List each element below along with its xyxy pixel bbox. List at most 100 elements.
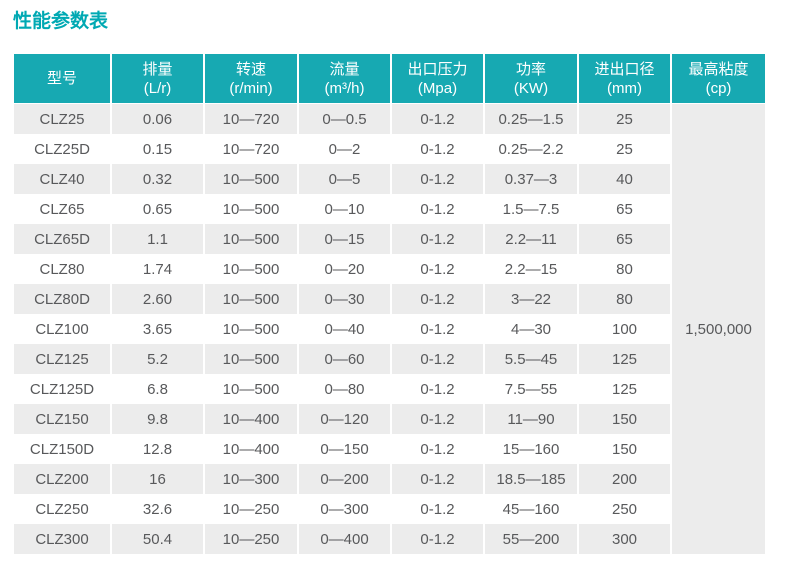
cell-model: CLZ100	[14, 314, 110, 344]
table-row: CLZ150D 12.8 10—400 0—150 0-1.2 15—160 1…	[14, 434, 670, 464]
cell-diameter: 25	[577, 134, 670, 164]
cell-displacement: 1.1	[110, 224, 203, 254]
cell-displacement: 16	[110, 464, 203, 494]
table-row: CLZ65 0.65 10—500 0—10 0-1.2 1.5—7.5 65	[14, 194, 670, 224]
cell-flow: 0—60	[297, 344, 390, 374]
cell-speed: 10—250	[203, 524, 297, 554]
cell-diameter: 150	[577, 434, 670, 464]
cell-pressure: 0-1.2	[390, 314, 483, 344]
cell-diameter: 25	[577, 104, 670, 134]
cell-pressure: 0-1.2	[390, 104, 483, 134]
table-row: CLZ80 1.74 10—500 0—20 0-1.2 2.2—15 80	[14, 254, 670, 284]
col-header-displacement: 排量 (L/r)	[110, 54, 203, 103]
cell-pressure: 0-1.2	[390, 284, 483, 314]
cell-speed: 10—400	[203, 404, 297, 434]
col-header-unit: (Mpa)	[417, 79, 458, 97]
cell-pressure: 0-1.2	[390, 224, 483, 254]
cell-model: CLZ150D	[14, 434, 110, 464]
table-row: CLZ65D 1.1 10—500 0—15 0-1.2 2.2—11 65	[14, 224, 670, 254]
cell-power: 4—30	[483, 314, 577, 344]
table-row: CLZ300 50.4 10—250 0—400 0-1.2 55—200 30…	[14, 524, 670, 554]
col-header-name: 流量	[329, 60, 360, 78]
cell-diameter: 150	[577, 404, 670, 434]
cell-power: 0.25—1.5	[483, 104, 577, 134]
cell-speed: 10—500	[203, 314, 297, 344]
cell-pressure: 0-1.2	[390, 524, 483, 554]
cell-flow: 0—40	[297, 314, 390, 344]
cell-diameter: 125	[577, 374, 670, 404]
cell-speed: 10—500	[203, 344, 297, 374]
cell-power: 1.5—7.5	[483, 194, 577, 224]
cell-model: CLZ25D	[14, 134, 110, 164]
cell-pressure: 0-1.2	[390, 344, 483, 374]
cell-flow: 0—15	[297, 224, 390, 254]
cell-diameter: 300	[577, 524, 670, 554]
col-header-power: 功率 (KW)	[483, 54, 577, 103]
performance-parameters-table: 型号 排量 (L/r) 转速 (r/min) 流量 (m³/h) 出口压力 (M…	[14, 54, 765, 554]
cell-displacement: 9.8	[110, 404, 203, 434]
table-row: CLZ250 32.6 10—250 0—300 0-1.2 45—160 25…	[14, 494, 670, 524]
cell-model: CLZ80D	[14, 284, 110, 314]
col-header-flow: 流量 (m³/h)	[297, 54, 390, 103]
cell-diameter: 80	[577, 284, 670, 314]
cell-pressure: 0-1.2	[390, 404, 483, 434]
col-header-unit: (mm)	[607, 79, 642, 97]
cell-displacement: 0.32	[110, 164, 203, 194]
col-header-name: 型号	[46, 70, 77, 87]
col-header-unit: (KW)	[513, 79, 549, 97]
table-row: CLZ125 5.2 10—500 0—60 0-1.2 5.5—45 125	[14, 344, 670, 374]
col-header-speed: 转速 (r/min)	[203, 54, 297, 103]
cell-model: CLZ300	[14, 524, 110, 554]
table-row: CLZ40 0.32 10—500 0—5 0-1.2 0.37—3 40	[14, 164, 670, 194]
cell-flow: 0—2	[297, 134, 390, 164]
cell-displacement: 0.15	[110, 134, 203, 164]
cell-diameter: 250	[577, 494, 670, 524]
cell-flow: 0—150	[297, 434, 390, 464]
col-header-name: 出口压力	[407, 60, 468, 78]
cell-diameter: 65	[577, 224, 670, 254]
cell-displacement: 5.2	[110, 344, 203, 374]
col-header-name: 转速	[235, 60, 266, 78]
max-viscosity-value: 1,500,000	[685, 320, 752, 338]
col-header-name: 功率	[515, 60, 546, 78]
table-row: CLZ125D 6.8 10—500 0—80 0-1.2 7.5—55 125	[14, 374, 670, 404]
cell-pressure: 0-1.2	[390, 374, 483, 404]
cell-displacement: 0.65	[110, 194, 203, 224]
cell-displacement: 50.4	[110, 524, 203, 554]
col-header-unit: (m³/h)	[324, 79, 365, 97]
cell-power: 5.5—45	[483, 344, 577, 374]
cell-model: CLZ250	[14, 494, 110, 524]
cell-speed: 10—400	[203, 434, 297, 464]
cell-power: 7.5—55	[483, 374, 577, 404]
cell-pressure: 0-1.2	[390, 494, 483, 524]
table-rows: CLZ25 0.06 10—720 0—0.5 0-1.2 0.25—1.5 2…	[14, 104, 670, 554]
cell-power: 3—22	[483, 284, 577, 314]
cell-flow: 0—80	[297, 374, 390, 404]
table-row: CLZ150 9.8 10—400 0—120 0-1.2 11—90 150	[14, 404, 670, 434]
cell-model: CLZ80	[14, 254, 110, 284]
cell-speed: 10—300	[203, 464, 297, 494]
table-row: CLZ100 3.65 10—500 0—40 0-1.2 4—30 100	[14, 314, 670, 344]
cell-flow: 0—120	[297, 404, 390, 434]
cell-pressure: 0-1.2	[390, 464, 483, 494]
cell-speed: 10—250	[203, 494, 297, 524]
cell-model: CLZ65	[14, 194, 110, 224]
cell-flow: 0—5	[297, 164, 390, 194]
cell-diameter: 65	[577, 194, 670, 224]
cell-model: CLZ125	[14, 344, 110, 374]
cell-power: 11—90	[483, 404, 577, 434]
col-header-unit: (r/min)	[229, 79, 273, 97]
cell-flow: 0—300	[297, 494, 390, 524]
col-header-name: 进出口径	[594, 60, 655, 78]
col-header-port-diameter: 进出口径 (mm)	[577, 54, 670, 103]
cell-pressure: 0-1.2	[390, 134, 483, 164]
cell-speed: 10—500	[203, 224, 297, 254]
cell-flow: 0—20	[297, 254, 390, 284]
cell-model: CLZ65D	[14, 224, 110, 254]
page-title: 性能参数表	[13, 11, 109, 32]
cell-flow: 0—30	[297, 284, 390, 314]
cell-power: 45—160	[483, 494, 577, 524]
cell-displacement: 3.65	[110, 314, 203, 344]
cell-power: 15—160	[483, 434, 577, 464]
col-header-model: 型号	[14, 54, 110, 103]
